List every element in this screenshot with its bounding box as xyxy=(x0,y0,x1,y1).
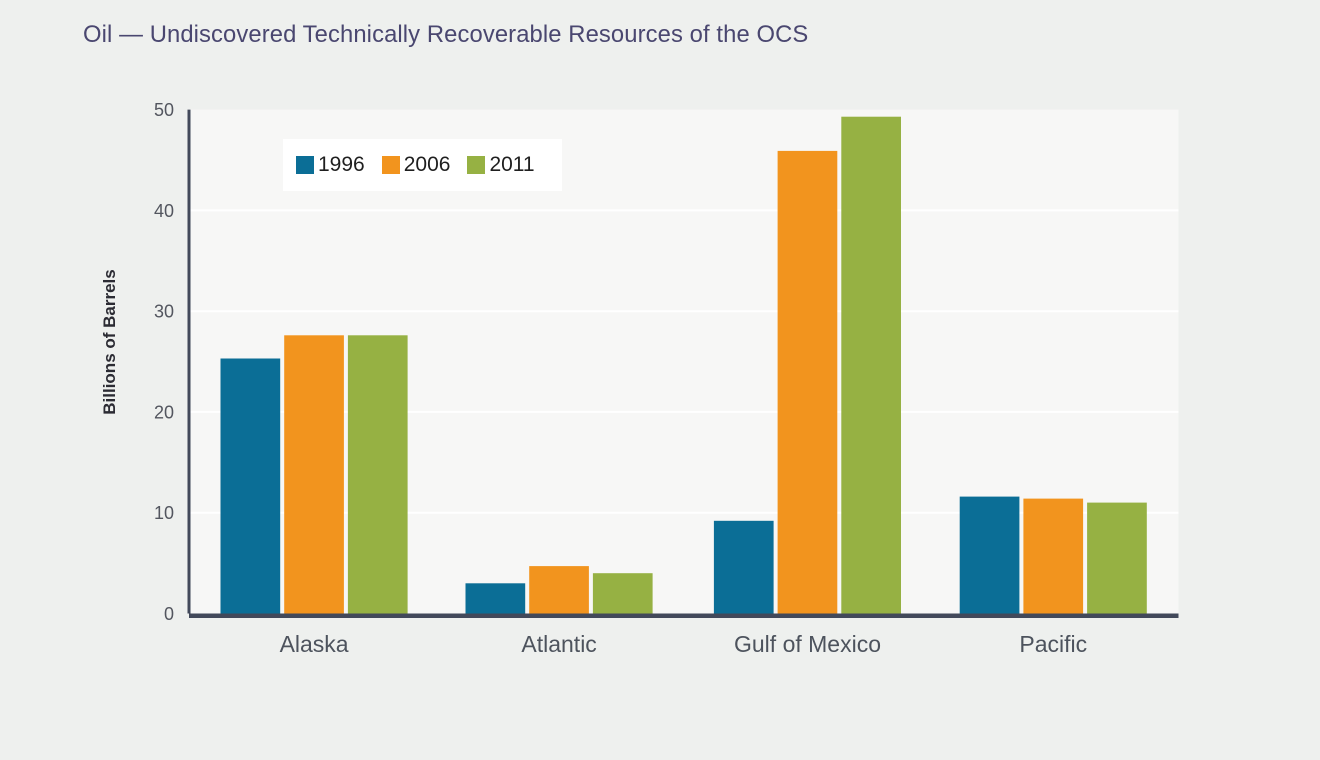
svg-text:30: 30 xyxy=(154,302,174,322)
svg-text:0: 0 xyxy=(164,604,174,624)
svg-text:50: 50 xyxy=(154,100,174,120)
svg-text:Gulf of Mexico: Gulf of Mexico xyxy=(734,631,881,657)
svg-text:Pacific: Pacific xyxy=(1019,631,1087,657)
svg-text:Atlantic: Atlantic xyxy=(521,631,596,657)
svg-text:Alaska: Alaska xyxy=(280,631,349,657)
svg-text:10: 10 xyxy=(154,503,174,523)
svg-text:40: 40 xyxy=(154,201,174,221)
svg-text:20: 20 xyxy=(154,402,174,422)
